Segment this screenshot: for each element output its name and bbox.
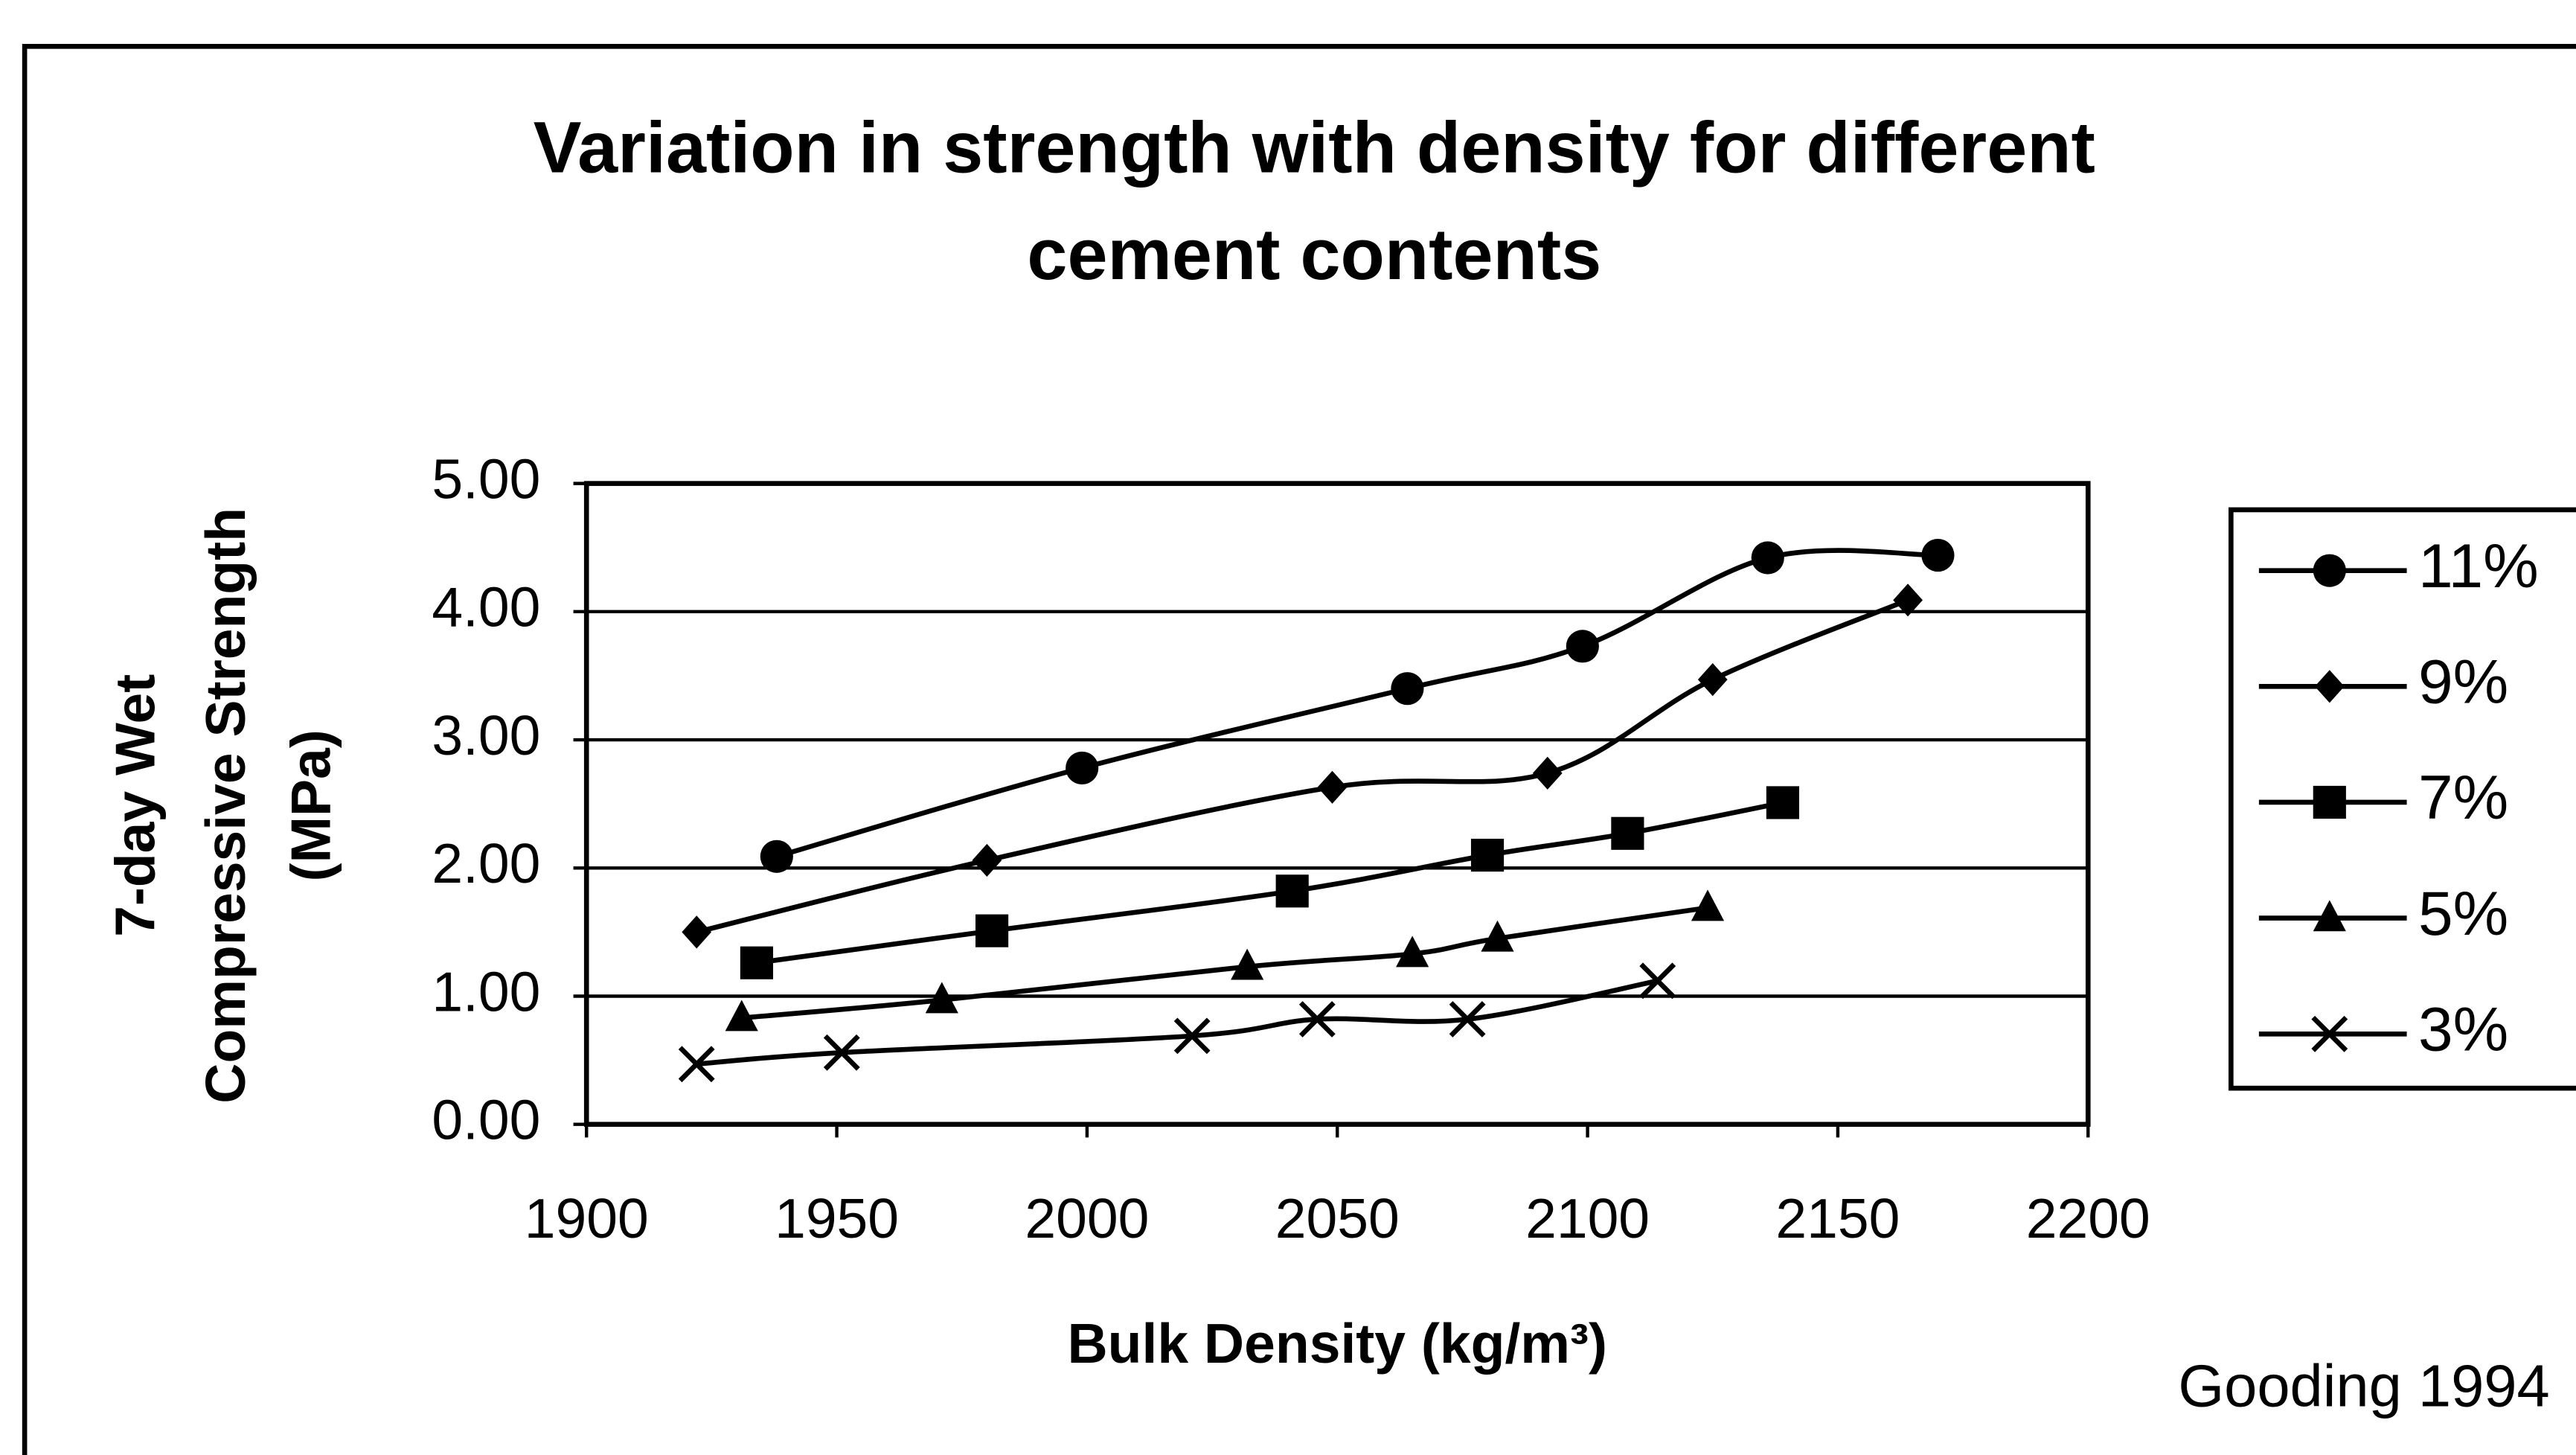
- data-point: [1532, 756, 1563, 790]
- data-point: [1470, 838, 1505, 872]
- data-point: [1481, 920, 1514, 952]
- series-line: [741, 905, 1708, 1021]
- chart-title: Variation in strength with density for d…: [534, 106, 2095, 188]
- legend-label: 11%: [2418, 531, 2539, 601]
- y-axis-label: Compressive Strength: [194, 508, 257, 1104]
- y-tick-label: 5.00: [432, 447, 540, 510]
- data-point: [1697, 663, 1728, 697]
- data-point: [1173, 1017, 1211, 1055]
- data-point: [1766, 786, 1799, 819]
- annotation: Gooding 1994: [2178, 1352, 2549, 1419]
- data-point: [1317, 770, 1348, 804]
- legend-label: 7%: [2418, 762, 2508, 832]
- legend-marker: [2313, 554, 2346, 587]
- legend-marker: [2311, 1015, 2348, 1052]
- data-point: [725, 1000, 758, 1032]
- x-tick-label: 2000: [1025, 1187, 1149, 1250]
- y-tick-label: 4.00: [432, 576, 540, 639]
- legend-marker: [2313, 900, 2346, 932]
- data-point: [975, 914, 1009, 947]
- y-axis-label: 7-day Wet: [104, 674, 167, 937]
- y-tick-label: 0.00: [432, 1089, 540, 1151]
- data-point: [1275, 874, 1309, 908]
- data-point: [1298, 1001, 1336, 1037]
- x-tick-label: 1950: [775, 1187, 899, 1250]
- data-point: [823, 1034, 860, 1071]
- data-point: [1231, 948, 1264, 980]
- data-point: [1751, 541, 1784, 575]
- legend-label: 9%: [2418, 646, 2508, 716]
- data-point: [1893, 583, 1923, 617]
- data-point: [972, 843, 1002, 877]
- plot-area: [583, 481, 2091, 1128]
- data-point: [682, 915, 712, 949]
- legend-label: 3%: [2418, 994, 2508, 1064]
- legend-label: 5%: [2418, 878, 2508, 948]
- legend-marker: [2313, 785, 2346, 819]
- data-point: [1921, 538, 1955, 572]
- data-point: [1691, 889, 1725, 921]
- y-axis-label: (MPa): [280, 729, 342, 881]
- data-point: [1611, 816, 1644, 850]
- data-point: [1566, 630, 1599, 663]
- y-tick-label: 1.00: [432, 960, 540, 1023]
- chart-title: cement contents: [1027, 214, 1601, 295]
- legend-box: [2229, 507, 2576, 1091]
- data-point: [1391, 672, 1424, 706]
- data-point: [925, 982, 958, 1014]
- data-point: [1066, 751, 1099, 785]
- data-point: [678, 1046, 715, 1083]
- x-axis-label: Bulk Density (kg/m³): [1067, 1312, 1607, 1375]
- x-tick-label: 2050: [1275, 1187, 1400, 1250]
- y-tick-label: 2.00: [432, 832, 540, 895]
- x-tick-label: 2200: [2026, 1187, 2150, 1250]
- x-tick-label: 1900: [525, 1187, 649, 1250]
- x-tick-label: 2150: [1775, 1187, 1900, 1250]
- x-tick-label: 2100: [1525, 1187, 1650, 1250]
- data-point: [1639, 962, 1676, 1000]
- data-point: [1449, 1001, 1486, 1037]
- data-point: [760, 840, 793, 873]
- data-point: [1396, 936, 1429, 968]
- series-line: [775, 548, 1938, 859]
- data-point: [740, 946, 774, 979]
- y-tick-label: 3.00: [432, 704, 540, 767]
- frame: [22, 44, 2576, 1455]
